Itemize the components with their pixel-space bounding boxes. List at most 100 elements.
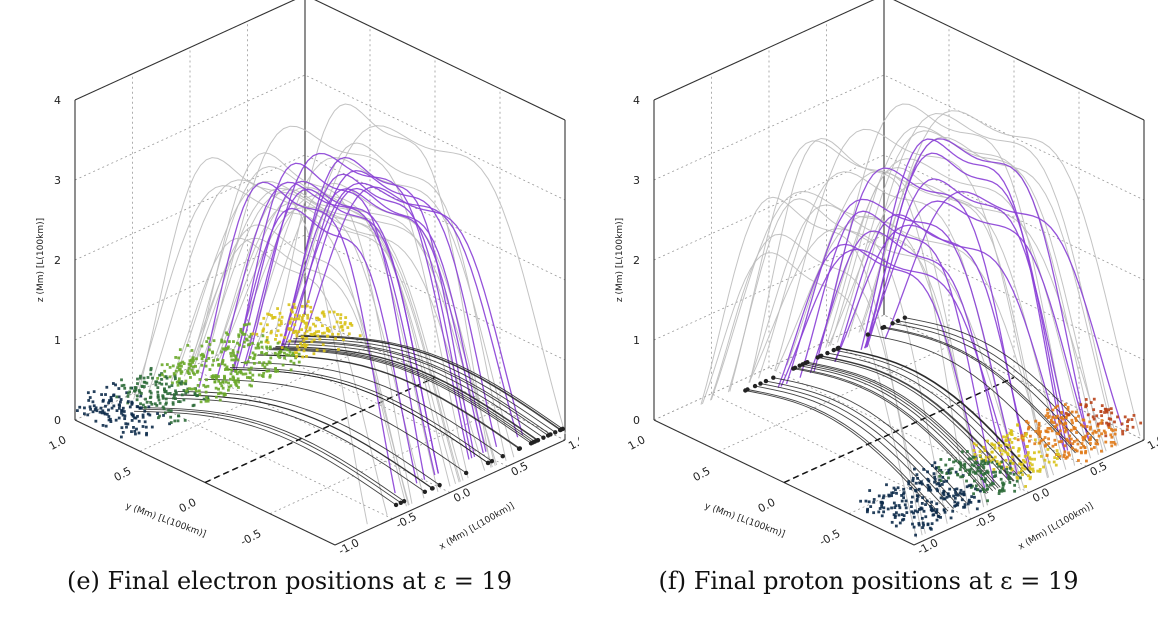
- particle: [246, 360, 250, 364]
- particle: [309, 332, 313, 336]
- particle: [1082, 424, 1085, 428]
- particle: [213, 375, 217, 379]
- particle: [168, 375, 172, 379]
- particle-trail: [884, 326, 1078, 453]
- particle: [941, 491, 945, 495]
- particle: [1082, 444, 1086, 448]
- particle: [135, 427, 138, 431]
- particle: [1026, 445, 1029, 448]
- particle: [965, 485, 969, 489]
- caption-f: (f) Final proton positions at ε = 19: [658, 567, 1079, 595]
- particle: [1051, 415, 1055, 419]
- particle: [321, 324, 324, 328]
- particle: [894, 504, 898, 508]
- field-line-grey: [710, 190, 988, 506]
- particle: [174, 389, 177, 393]
- particle: [1085, 459, 1088, 463]
- particle: [276, 353, 280, 356]
- particle: [910, 510, 914, 514]
- particle: [109, 417, 112, 421]
- particle: [179, 382, 183, 386]
- particle: [964, 469, 968, 473]
- particle: [1062, 423, 1065, 427]
- particle: [199, 400, 203, 404]
- particle: [149, 372, 153, 376]
- particle: [973, 461, 977, 465]
- particle: [950, 467, 954, 471]
- particle: [960, 498, 964, 502]
- particle: [160, 377, 163, 381]
- particle-trail: [793, 368, 987, 494]
- field-line-purple: [813, 167, 1029, 469]
- trail-end-marker: [528, 441, 534, 446]
- particle: [244, 361, 248, 365]
- particle: [178, 368, 181, 372]
- particle: [105, 412, 109, 416]
- particle: [205, 340, 209, 343]
- particle: [160, 363, 164, 367]
- particle: [341, 328, 345, 332]
- particle: [1033, 438, 1037, 442]
- particle: [143, 405, 147, 409]
- particle: [1125, 428, 1129, 432]
- particle: [245, 338, 249, 342]
- particle: [898, 521, 902, 525]
- particle: [257, 373, 261, 377]
- particle: [1107, 422, 1111, 426]
- particle: [247, 322, 251, 326]
- particle: [263, 352, 267, 356]
- field-line-purple: [198, 181, 396, 494]
- particle: [332, 325, 336, 329]
- particle: [138, 390, 142, 394]
- particle: [161, 394, 165, 398]
- particle: [342, 338, 345, 342]
- particle: [887, 494, 891, 498]
- particle: [993, 446, 997, 450]
- particle: [1038, 468, 1042, 471]
- particle: [187, 366, 191, 370]
- particle: [173, 375, 177, 379]
- particle: [117, 387, 121, 390]
- particle: [937, 482, 941, 485]
- particle: [226, 333, 230, 336]
- particle: [956, 472, 959, 476]
- particle: [141, 413, 145, 417]
- particle: [161, 405, 165, 409]
- particle: [315, 316, 318, 320]
- y-tick-label: 0.0: [756, 496, 778, 516]
- particle: [974, 471, 977, 475]
- particle: [178, 381, 182, 385]
- particle: [358, 334, 362, 338]
- particle-trail: [838, 347, 1032, 474]
- particle: [110, 406, 114, 410]
- floor-gridline: [139, 345, 371, 452]
- particle: [1096, 422, 1100, 426]
- particle: [227, 385, 231, 389]
- particle: [321, 343, 325, 347]
- trail-end-marker: [541, 435, 546, 440]
- particle: [910, 505, 913, 509]
- particle: [190, 387, 194, 391]
- particle: [1092, 397, 1096, 401]
- particle: [1029, 475, 1032, 479]
- particle: [1089, 442, 1092, 445]
- field-line-purple: [834, 213, 1031, 468]
- field-line-grey: [136, 157, 368, 525]
- particle: [217, 375, 220, 378]
- particle: [306, 313, 310, 317]
- particle: [1104, 440, 1108, 444]
- particle: [1071, 442, 1075, 446]
- particle: [1074, 419, 1078, 422]
- particle: [1064, 456, 1068, 460]
- box-edge: [74, 0, 296, 101]
- particle: [198, 392, 202, 396]
- particle: [168, 365, 172, 369]
- particle: [885, 483, 888, 487]
- box-edge: [913, 439, 1145, 546]
- particle: [1023, 454, 1027, 458]
- particle: [1013, 437, 1017, 440]
- particle: [149, 366, 153, 370]
- z-gridline: [74, 0, 566, 121]
- particle: [1021, 438, 1025, 442]
- particle: [248, 335, 252, 339]
